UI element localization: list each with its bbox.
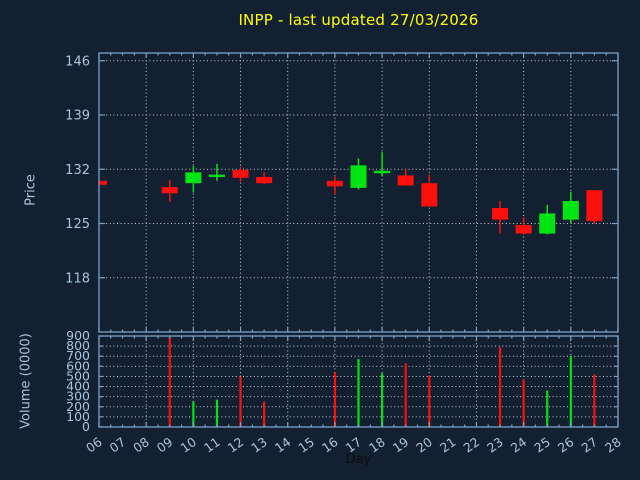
volume-bar-17 bbox=[357, 359, 360, 427]
volume-bar-24 bbox=[522, 379, 525, 427]
volume-bar-16 bbox=[333, 372, 337, 427]
candle-11 bbox=[208, 163, 225, 181]
svg-text:15: 15 bbox=[295, 434, 317, 455]
candle-12 bbox=[232, 166, 249, 182]
svg-text:10: 10 bbox=[177, 434, 199, 455]
svg-text:18: 18 bbox=[366, 434, 388, 455]
svg-text:139: 139 bbox=[65, 109, 90, 124]
volume-bar-10 bbox=[192, 401, 195, 427]
volume-bar-25 bbox=[546, 390, 549, 427]
svg-text:11: 11 bbox=[201, 434, 223, 455]
chart-title: INPP - last updated 27/03/2026 bbox=[238, 11, 479, 29]
svg-text:08: 08 bbox=[130, 434, 152, 455]
tick-marks bbox=[98, 53, 619, 428]
svg-text:23: 23 bbox=[484, 434, 506, 455]
svg-text:28: 28 bbox=[602, 434, 624, 455]
svg-text:400: 400 bbox=[66, 379, 90, 394]
svg-text:300: 300 bbox=[66, 389, 90, 404]
volume-bars bbox=[168, 337, 596, 427]
svg-text:17: 17 bbox=[343, 434, 365, 455]
svg-text:20: 20 bbox=[413, 434, 435, 455]
svg-text:19: 19 bbox=[390, 434, 412, 455]
svg-text:21: 21 bbox=[437, 434, 459, 455]
svg-text:118: 118 bbox=[65, 271, 90, 286]
svg-text:22: 22 bbox=[461, 434, 483, 455]
svg-text:14: 14 bbox=[272, 434, 294, 455]
svg-text:800: 800 bbox=[66, 338, 90, 353]
candle-25 bbox=[539, 204, 556, 235]
candle-16 bbox=[326, 177, 343, 195]
svg-text:07: 07 bbox=[107, 434, 129, 455]
svg-text:13: 13 bbox=[248, 434, 270, 455]
candlesticks bbox=[99, 152, 603, 235]
svg-text:900: 900 bbox=[66, 328, 90, 343]
svg-text:12: 12 bbox=[225, 434, 247, 455]
volume-bar-9 bbox=[168, 337, 171, 427]
candle-19 bbox=[397, 169, 414, 186]
candle-26 bbox=[562, 191, 579, 223]
candle-27 bbox=[586, 190, 603, 225]
volume-bar-23 bbox=[498, 347, 502, 427]
svg-text:25: 25 bbox=[531, 434, 553, 455]
volume-bar-19 bbox=[404, 363, 407, 427]
candle-24 bbox=[515, 217, 532, 235]
svg-text:16: 16 bbox=[319, 434, 341, 455]
volume-bar-26 bbox=[569, 356, 572, 427]
volume-bar-12 bbox=[239, 376, 242, 427]
svg-text:200: 200 bbox=[66, 399, 90, 414]
svg-text:700: 700 bbox=[66, 348, 90, 363]
candle-17 bbox=[350, 158, 367, 190]
candle-6 bbox=[99, 180, 107, 185]
svg-text:600: 600 bbox=[66, 358, 90, 373]
volume-bar-18 bbox=[380, 373, 384, 427]
volume-bar-13 bbox=[263, 401, 266, 427]
volume-bar-27 bbox=[593, 374, 596, 427]
svg-text:146: 146 bbox=[65, 54, 90, 69]
svg-text:26: 26 bbox=[555, 434, 577, 455]
volume-bar-11 bbox=[215, 399, 219, 427]
candle-13 bbox=[256, 172, 273, 184]
day-axis-label: Day bbox=[345, 452, 372, 467]
svg-text:0: 0 bbox=[82, 419, 90, 434]
candle-18 bbox=[374, 152, 391, 176]
svg-text:06: 06 bbox=[83, 434, 105, 455]
svg-text:125: 125 bbox=[65, 217, 90, 232]
tick-labels: 1461391321251189008007006005004003002001… bbox=[65, 54, 624, 455]
candle-20 bbox=[421, 174, 438, 207]
svg-text:27: 27 bbox=[578, 434, 600, 455]
candle-9 bbox=[161, 180, 178, 202]
svg-text:09: 09 bbox=[154, 434, 176, 455]
candle-10 bbox=[185, 166, 202, 193]
volume-bar-20 bbox=[428, 375, 431, 427]
svg-text:100: 100 bbox=[66, 409, 90, 424]
svg-text:24: 24 bbox=[508, 434, 530, 455]
svg-text:500: 500 bbox=[66, 368, 90, 383]
svg-text:132: 132 bbox=[65, 163, 90, 178]
candle-23 bbox=[492, 201, 509, 234]
